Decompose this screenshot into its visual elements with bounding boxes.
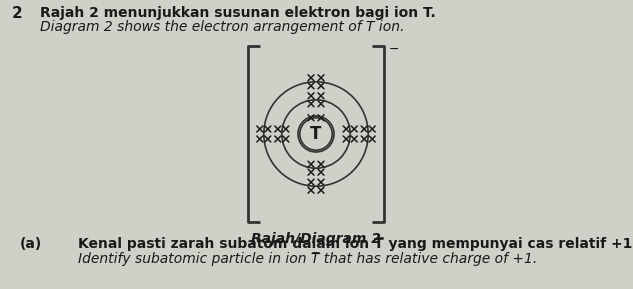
Text: Rajah 2 menunjukkan susunan elektron bagi ion T.: Rajah 2 menunjukkan susunan elektron bag… [40, 6, 436, 20]
Text: −: − [389, 43, 399, 56]
Text: Rajah/Diagram 2: Rajah/Diagram 2 [251, 232, 381, 246]
Text: Diagram 2 shows the electron arrangement of T ion.: Diagram 2 shows the electron arrangement… [40, 20, 404, 34]
Text: (a): (a) [20, 237, 42, 251]
Text: Identify subatomic particle in ion T̅ that has relative charge of +1.: Identify subatomic particle in ion T̅ th… [78, 252, 537, 266]
Text: 2: 2 [12, 6, 23, 21]
Text: T: T [310, 125, 322, 143]
Text: Kenal pasti zarah subatom dalam ion T̅ yang mempunyai cas relatif +1.: Kenal pasti zarah subatom dalam ion T̅ y… [78, 237, 633, 251]
